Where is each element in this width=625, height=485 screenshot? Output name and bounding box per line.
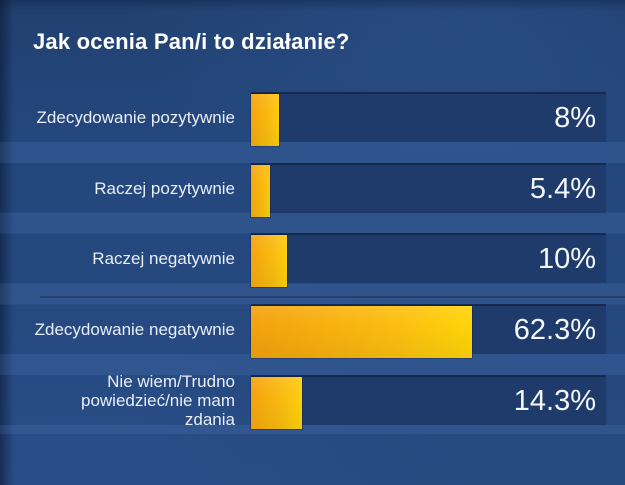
bar-track: 8% — [251, 92, 606, 146]
bar-row: Raczej negatywnie 10% — [0, 233, 625, 287]
category-label: Zdecydowanie pozytywnie — [0, 92, 235, 142]
bar-row: Nie wiem/Trudno powiedzieć/nie mam zdani… — [0, 372, 625, 429]
background-divider-line — [40, 296, 625, 298]
bar-row: Zdecydowanie pozytywnie 8% — [0, 92, 625, 146]
bar-fill — [251, 94, 280, 146]
category-label-text: Nie wiem/Trudno powiedzieć/nie mam zdani… — [80, 371, 235, 429]
category-label: Zdecydowanie negatywnie — [0, 304, 235, 354]
category-label-text: Raczej negatywnie — [92, 248, 235, 268]
value-label: 62.3% — [513, 314, 596, 346]
value-label: 8% — [554, 102, 596, 134]
category-label-text: Raczej pozytywnie — [94, 178, 235, 198]
category-label: Raczej pozytywnie — [0, 163, 235, 213]
bar-fill — [251, 235, 287, 287]
bar-fill — [251, 306, 473, 358]
category-label-text: Zdecydowanie pozytywnie — [36, 107, 235, 127]
chart-title: Jak ocenia Pan/i to działanie? — [33, 29, 350, 54]
bar-track: 5.4% — [251, 163, 606, 217]
value-label: 5.4% — [529, 173, 596, 205]
bar-track: 62.3% — [251, 304, 606, 358]
category-label: Raczej negatywnie — [0, 233, 235, 283]
value-label: 10% — [537, 243, 596, 275]
bar-fill — [251, 165, 271, 217]
bar-fill — [251, 377, 302, 429]
bar-track: 14.3% — [251, 375, 606, 429]
category-label-text: Zdecydowanie negatywnie — [34, 319, 235, 339]
bar-row: Raczej pozytywnie 5.4% — [0, 163, 625, 217]
category-label: Nie wiem/Trudno powiedzieć/nie mam zdani… — [0, 372, 235, 429]
value-label: 14.3% — [513, 385, 596, 417]
bar-track: 10% — [251, 233, 606, 287]
bar-row: Zdecydowanie negatywnie 62.3% — [0, 304, 625, 358]
